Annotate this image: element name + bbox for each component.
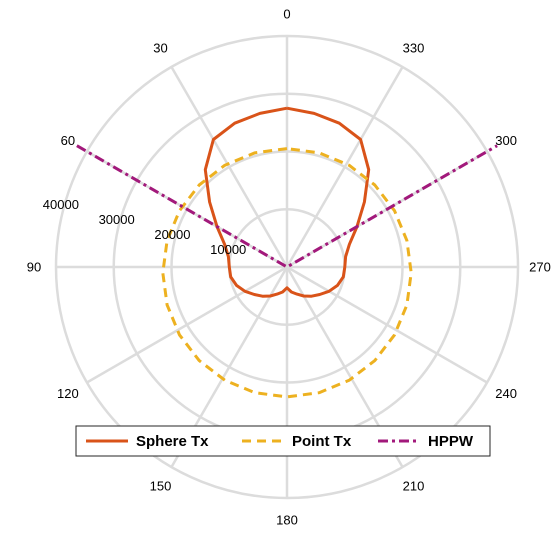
- theta-tick-labels: 0 30 60 90 120 150 180 210 240 270 300 330: [27, 7, 551, 528]
- legend-box: [75, 425, 491, 457]
- legend-label: Sphere Tx: [136, 433, 209, 450]
- series-layer: [76, 106, 498, 399]
- theta-tick-label: 90: [27, 260, 41, 275]
- radial-tick-label: 30000: [99, 212, 135, 227]
- grid-spoke-330: [285, 66, 404, 268]
- theta-tick-label: 180: [276, 513, 298, 528]
- legend-label: Point Tx: [292, 433, 352, 450]
- radial-tick-labels: 10000 20000 30000 40000: [43, 197, 247, 257]
- radial-tick-label: 20000: [154, 227, 190, 242]
- theta-tick-label: 0: [283, 7, 290, 22]
- theta-tick-label: 210: [403, 479, 425, 494]
- radial-tick-label: 40000: [43, 197, 79, 212]
- legend-label: HPPW: [428, 433, 474, 450]
- series-line-hppw: [76, 144, 498, 269]
- theta-tick-label: 30: [153, 40, 167, 55]
- grid-spoke-120: [86, 265, 288, 384]
- grid-spoke-30: [170, 66, 289, 268]
- theta-tick-label: 270: [529, 260, 551, 275]
- legend: Sphere Tx Point Tx HPPW: [75, 425, 491, 457]
- theta-tick-label: 120: [57, 386, 79, 401]
- radial-tick-label: 10000: [210, 242, 246, 257]
- grid-spoke-240: [286, 265, 488, 384]
- theta-tick-label: 330: [403, 40, 425, 55]
- theta-tick-label: 300: [495, 133, 517, 148]
- theta-tick-label: 150: [150, 479, 172, 494]
- theta-tick-label: 240: [495, 386, 517, 401]
- series-line-point-tx: [161, 147, 413, 399]
- theta-tick-label: 60: [61, 133, 75, 148]
